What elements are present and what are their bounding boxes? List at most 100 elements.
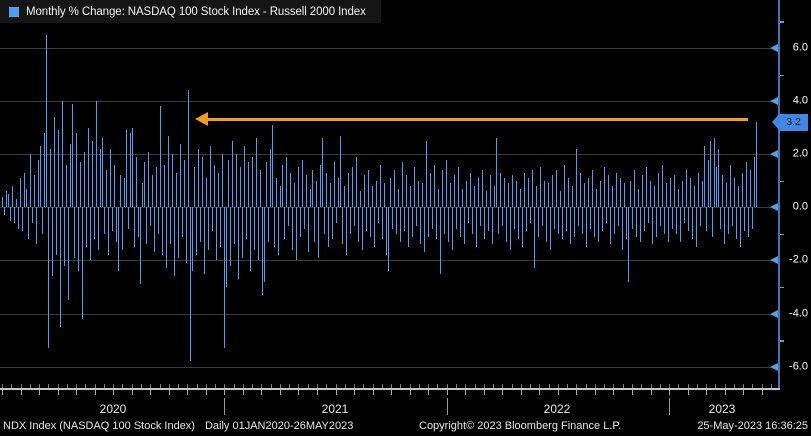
bar (480, 207, 482, 226)
bar (510, 207, 512, 250)
legend-swatch-icon (9, 6, 19, 17)
bar (628, 207, 630, 282)
bar (208, 207, 210, 250)
footer-period: Daily 01JAN2020-26MAY2023 (204, 420, 354, 432)
bar (206, 178, 208, 208)
x-minor-tick (743, 384, 745, 388)
bar (312, 170, 314, 208)
bar (26, 188, 28, 208)
bar (390, 178, 392, 208)
x-major-tick (446, 390, 448, 395)
bar (360, 191, 362, 208)
x-minor-tick (622, 384, 624, 388)
bar (156, 167, 158, 208)
bar (448, 207, 450, 242)
bar (394, 170, 396, 208)
bar (474, 186, 476, 208)
bar (186, 207, 188, 264)
bar (322, 138, 324, 208)
bar (490, 175, 492, 208)
year-separator (669, 398, 670, 415)
x-minor-tick (733, 384, 735, 388)
bar (712, 207, 714, 237)
bar (236, 154, 238, 208)
x-minor-tick (641, 384, 643, 388)
bar (586, 207, 588, 248)
bar (462, 188, 464, 208)
y-tick-label: 6.0 (792, 41, 808, 54)
x-minor-tick (224, 384, 226, 388)
bar (40, 146, 42, 208)
bar (500, 172, 502, 208)
bar (458, 167, 460, 208)
bar (556, 170, 558, 208)
bar (132, 127, 134, 208)
bar (70, 143, 72, 208)
bar (306, 175, 308, 208)
bar (442, 170, 444, 208)
x-minor-tick (770, 384, 772, 388)
bar (402, 162, 404, 208)
x-major-tick (242, 390, 244, 395)
x-minor-tick (715, 384, 717, 388)
bar (522, 207, 524, 248)
bar (526, 207, 528, 232)
bar (444, 207, 446, 234)
bar (476, 207, 478, 248)
y-minor-tick (780, 340, 784, 342)
x-minor-tick (344, 384, 346, 388)
x-minor-tick (465, 384, 467, 388)
plot-area[interactable] (0, 0, 779, 389)
bar (52, 207, 54, 277)
bar (660, 207, 662, 226)
bar (694, 186, 696, 208)
y-major-tick-icon (770, 309, 778, 318)
bar (652, 207, 654, 245)
bar (638, 188, 640, 208)
bar (112, 207, 114, 232)
y-minor-tick (780, 21, 784, 23)
bar (254, 207, 256, 250)
bar (126, 130, 128, 208)
bar (662, 164, 664, 208)
x-minor-tick (2, 384, 3, 388)
bar (248, 162, 250, 208)
bar (382, 207, 384, 240)
x-minor-tick (261, 384, 263, 388)
y-tick-label: -4.0 (789, 307, 808, 319)
bar (722, 175, 724, 208)
bar (656, 207, 658, 237)
bar (68, 207, 70, 301)
x-major-tick (57, 390, 59, 395)
bar (54, 117, 56, 208)
bar (44, 132, 46, 208)
bar (296, 207, 298, 261)
x-minor-tick (103, 384, 105, 388)
bar (56, 207, 58, 256)
bar (240, 167, 242, 208)
bar (138, 207, 140, 237)
x-minor-tick (752, 384, 754, 388)
gridline (0, 366, 778, 368)
x-major-tick (391, 390, 393, 395)
bar (618, 207, 620, 226)
bar (180, 143, 182, 208)
last-value-tag[interactable]: 3.2 (779, 114, 808, 131)
bar (520, 188, 522, 208)
bar (514, 207, 516, 229)
bar (398, 188, 400, 208)
bar (188, 90, 190, 208)
bar (354, 207, 356, 226)
x-minor-tick (150, 384, 152, 388)
x-minor-tick (659, 384, 661, 388)
x-major-tick (335, 390, 337, 395)
bar (574, 207, 576, 237)
bar (274, 207, 276, 248)
x-minor-tick (76, 384, 78, 388)
x-minor-tick (168, 384, 170, 388)
bar (658, 172, 660, 208)
bar (450, 183, 452, 208)
bar (92, 140, 94, 208)
bar (288, 207, 290, 226)
bar (258, 207, 260, 261)
